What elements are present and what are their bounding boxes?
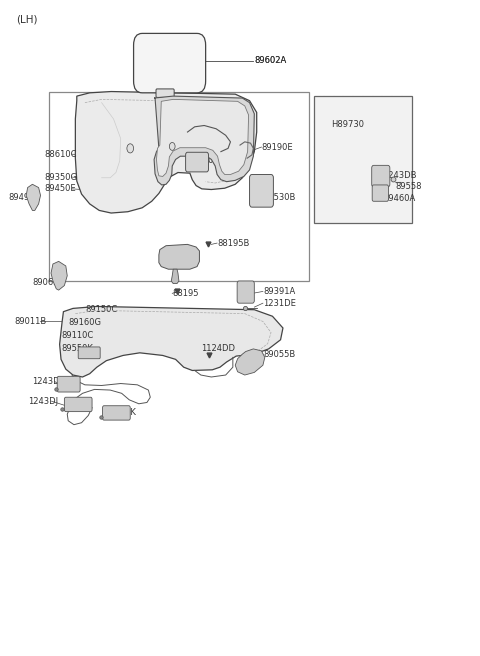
Polygon shape xyxy=(75,92,257,213)
Polygon shape xyxy=(51,261,67,290)
Text: 89602A: 89602A xyxy=(254,56,287,66)
Text: 1243DB: 1243DB xyxy=(383,171,417,180)
Text: 1243DJ: 1243DJ xyxy=(33,377,62,386)
Text: 89011B: 89011B xyxy=(15,317,47,326)
FancyBboxPatch shape xyxy=(372,165,390,187)
Text: 1243DJ: 1243DJ xyxy=(28,397,58,405)
Text: 89110C: 89110C xyxy=(61,331,93,340)
Circle shape xyxy=(169,142,175,150)
FancyBboxPatch shape xyxy=(156,89,174,97)
FancyBboxPatch shape xyxy=(103,405,130,420)
Text: 89055B: 89055B xyxy=(263,350,295,359)
FancyBboxPatch shape xyxy=(186,152,208,172)
Text: 89391A: 89391A xyxy=(263,287,295,296)
Text: (LH): (LH) xyxy=(16,14,37,25)
FancyBboxPatch shape xyxy=(64,398,92,411)
FancyBboxPatch shape xyxy=(372,185,388,201)
Polygon shape xyxy=(235,349,265,375)
Text: 89491A: 89491A xyxy=(9,193,41,202)
Text: 89558: 89558 xyxy=(395,182,421,192)
FancyBboxPatch shape xyxy=(237,281,254,303)
Text: 1231DE: 1231DE xyxy=(263,298,296,308)
Text: 89450E: 89450E xyxy=(44,184,76,194)
Text: 89250D: 89250D xyxy=(188,156,220,165)
Text: 88610: 88610 xyxy=(172,143,199,152)
FancyBboxPatch shape xyxy=(133,33,205,93)
Text: 89550K: 89550K xyxy=(104,409,136,417)
Polygon shape xyxy=(171,269,179,283)
Text: 89550K: 89550K xyxy=(61,344,93,354)
Bar xyxy=(49,92,309,281)
Polygon shape xyxy=(60,306,283,377)
Text: 89602A: 89602A xyxy=(254,56,287,66)
Circle shape xyxy=(127,144,133,153)
FancyBboxPatch shape xyxy=(78,347,100,359)
Text: 88610C: 88610C xyxy=(44,150,77,159)
Text: 89150C: 89150C xyxy=(85,305,117,314)
Polygon shape xyxy=(156,99,249,176)
Text: 89671: 89671 xyxy=(166,262,192,270)
Text: 89350G: 89350G xyxy=(44,173,77,182)
Text: 89670A: 89670A xyxy=(166,253,198,261)
Text: 89190E: 89190E xyxy=(262,142,293,152)
Polygon shape xyxy=(159,245,199,269)
Polygon shape xyxy=(154,96,254,185)
Text: 89290A: 89290A xyxy=(216,128,248,137)
Text: 1124DD: 1124DD xyxy=(201,344,235,354)
Text: 88195: 88195 xyxy=(172,289,199,298)
Text: 89530B: 89530B xyxy=(264,193,296,202)
Text: 89460A: 89460A xyxy=(383,194,415,203)
Text: H89730: H89730 xyxy=(331,119,364,129)
FancyBboxPatch shape xyxy=(250,174,274,207)
Text: 89351: 89351 xyxy=(175,97,201,106)
Text: 89160G: 89160G xyxy=(68,318,101,327)
Polygon shape xyxy=(26,184,40,211)
Text: 89065B: 89065B xyxy=(33,277,65,287)
Text: 89351: 89351 xyxy=(175,97,201,106)
Bar xyxy=(314,96,412,224)
Text: 88195B: 88195B xyxy=(217,239,250,247)
FancyBboxPatch shape xyxy=(57,377,80,392)
